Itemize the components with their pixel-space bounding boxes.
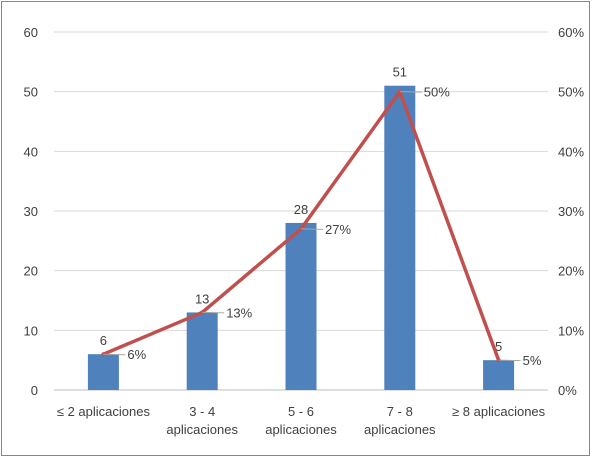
bar <box>285 222 317 390</box>
bar-data-label: 13 <box>195 291 209 306</box>
y-left-tick-label: 30 <box>24 204 38 219</box>
y-left-tick-label: 0 <box>31 383 38 398</box>
x-tick-label: ≥ 8 aplicaciones <box>452 404 546 419</box>
x-tick-label: 7 - 8 <box>387 404 413 419</box>
bar <box>384 85 416 390</box>
line-data-label: 6% <box>127 347 146 362</box>
y-left-tick-label: 20 <box>24 264 38 279</box>
label-leader-line <box>399 91 422 93</box>
label-leader-line <box>300 228 324 230</box>
y-left-tick-label: 10 <box>24 323 38 338</box>
bar <box>87 354 119 390</box>
bar-data-label: 28 <box>294 202 308 217</box>
line-data-label: 13% <box>226 305 252 320</box>
x-tick-label: aplicaciones <box>166 422 238 437</box>
y-right-tick-label: 20% <box>558 264 584 279</box>
y-right-tick-label: 40% <box>558 144 584 159</box>
bar-data-label: 6 <box>100 333 107 348</box>
bar <box>483 360 515 390</box>
y-left-tick-label: 50 <box>24 85 38 100</box>
line-data-label: 5% <box>523 353 542 368</box>
y-left-tick-label: 40 <box>24 144 38 159</box>
x-tick-label: aplicaciones <box>265 422 337 437</box>
x-tick-label: ≤ 2 aplicaciones <box>57 404 151 419</box>
y-right-tick-label: 30% <box>558 204 584 219</box>
label-leader-line <box>103 353 126 356</box>
x-tick-label: aplicaciones <box>364 422 436 437</box>
label-leader-line <box>498 359 521 362</box>
bar-data-label: 5 <box>495 339 502 354</box>
bar-data-label: 51 <box>393 65 407 80</box>
y-left-tick-label: 60 <box>24 25 38 40</box>
x-tick-label: 5 - 6 <box>288 404 314 419</box>
line-data-label: 50% <box>424 85 450 100</box>
label-leader-line <box>202 311 225 314</box>
y-right-tick-label: 0% <box>558 383 577 398</box>
y-right-tick-label: 10% <box>558 323 584 338</box>
x-tick-label: 3 - 4 <box>189 404 215 419</box>
y-right-tick-label: 60% <box>558 25 584 40</box>
bar <box>186 312 218 390</box>
y-right-tick-label: 50% <box>558 85 584 100</box>
line-data-label: 27% <box>325 222 351 237</box>
